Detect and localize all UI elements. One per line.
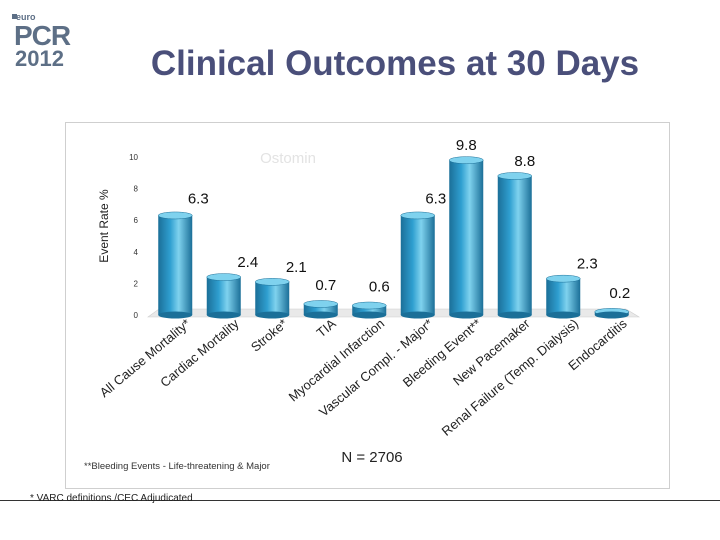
data-label: 6.3 (425, 190, 446, 207)
bar-top (303, 300, 338, 308)
data-label: 0.2 (609, 285, 630, 302)
y-tick-label: 10 (129, 153, 138, 162)
data-label: 0.7 (315, 277, 336, 294)
data-label: 8.8 (514, 153, 535, 170)
bar-top (352, 301, 387, 310)
bar (206, 277, 241, 315)
bar-base (497, 311, 532, 319)
bar (497, 175, 532, 315)
logo-square-icon (12, 14, 17, 19)
slide-title: Clinical Outcomes at 30 Days (150, 44, 640, 83)
bar-base (449, 311, 484, 319)
bar-base (594, 311, 629, 319)
chart-frame: Ostomin 0 2 4 6 8 10 Event Rate % 6.3 All Cause M… (65, 122, 670, 489)
y-tick-label: 4 (134, 248, 139, 257)
bar-base (352, 311, 387, 319)
bar (352, 305, 387, 315)
bar (158, 215, 193, 315)
bar-top (206, 273, 241, 281)
x-tick-label: TIA (314, 316, 339, 341)
bar-top (546, 274, 581, 283)
bar-base (255, 311, 290, 319)
x-tick-label: Stroke* (248, 316, 290, 355)
logo-brand-text: PCR (14, 20, 71, 51)
bar (255, 281, 290, 315)
bar-chart: Ostomin 0 2 4 6 8 10 Event Rate % 6.3 All Cause M… (84, 137, 641, 472)
bar (449, 160, 484, 315)
logo-year-text: 2012 (15, 46, 64, 71)
bar-top (400, 211, 435, 220)
bar-top (158, 211, 193, 220)
logo-euro-text: euro (16, 12, 36, 22)
footnote: * VARC definitions /CEC Adjudicated (30, 493, 193, 504)
data-label: 0.6 (369, 279, 390, 296)
y-tick-label: 6 (134, 216, 139, 225)
data-label: 2.4 (237, 254, 258, 271)
bar-base (206, 311, 241, 319)
euro-pcr-logo: euro PCR 2012 (12, 6, 84, 71)
bar-base (546, 311, 581, 319)
y-tick-label: 0 (134, 311, 139, 320)
y-tick-label: 2 (134, 279, 139, 288)
x-tick-label: All Cause Mortality* (97, 316, 194, 400)
bar-base (400, 311, 435, 319)
sample-size-annotation: N = 2706 (341, 449, 402, 466)
bar (546, 278, 581, 315)
bar-top (497, 172, 532, 180)
bar-base (158, 311, 193, 319)
y-tick-label: 8 (134, 185, 139, 194)
data-label: 2.3 (577, 256, 598, 273)
data-label: 2.1 (286, 259, 307, 276)
bleeding-note-annotation: **Bleeding Events - Life-threatening & M… (84, 461, 270, 472)
bar (400, 215, 435, 315)
data-label: 9.8 (456, 137, 477, 154)
y-axis-label: Event Rate % (97, 189, 111, 263)
bar (303, 303, 338, 315)
footer-divider (0, 500, 720, 501)
bar-top (449, 156, 484, 164)
chart-title: Ostomin (260, 150, 316, 167)
bar-top (255, 278, 290, 286)
data-label: 6.3 (188, 190, 209, 207)
bar-base (303, 311, 338, 319)
